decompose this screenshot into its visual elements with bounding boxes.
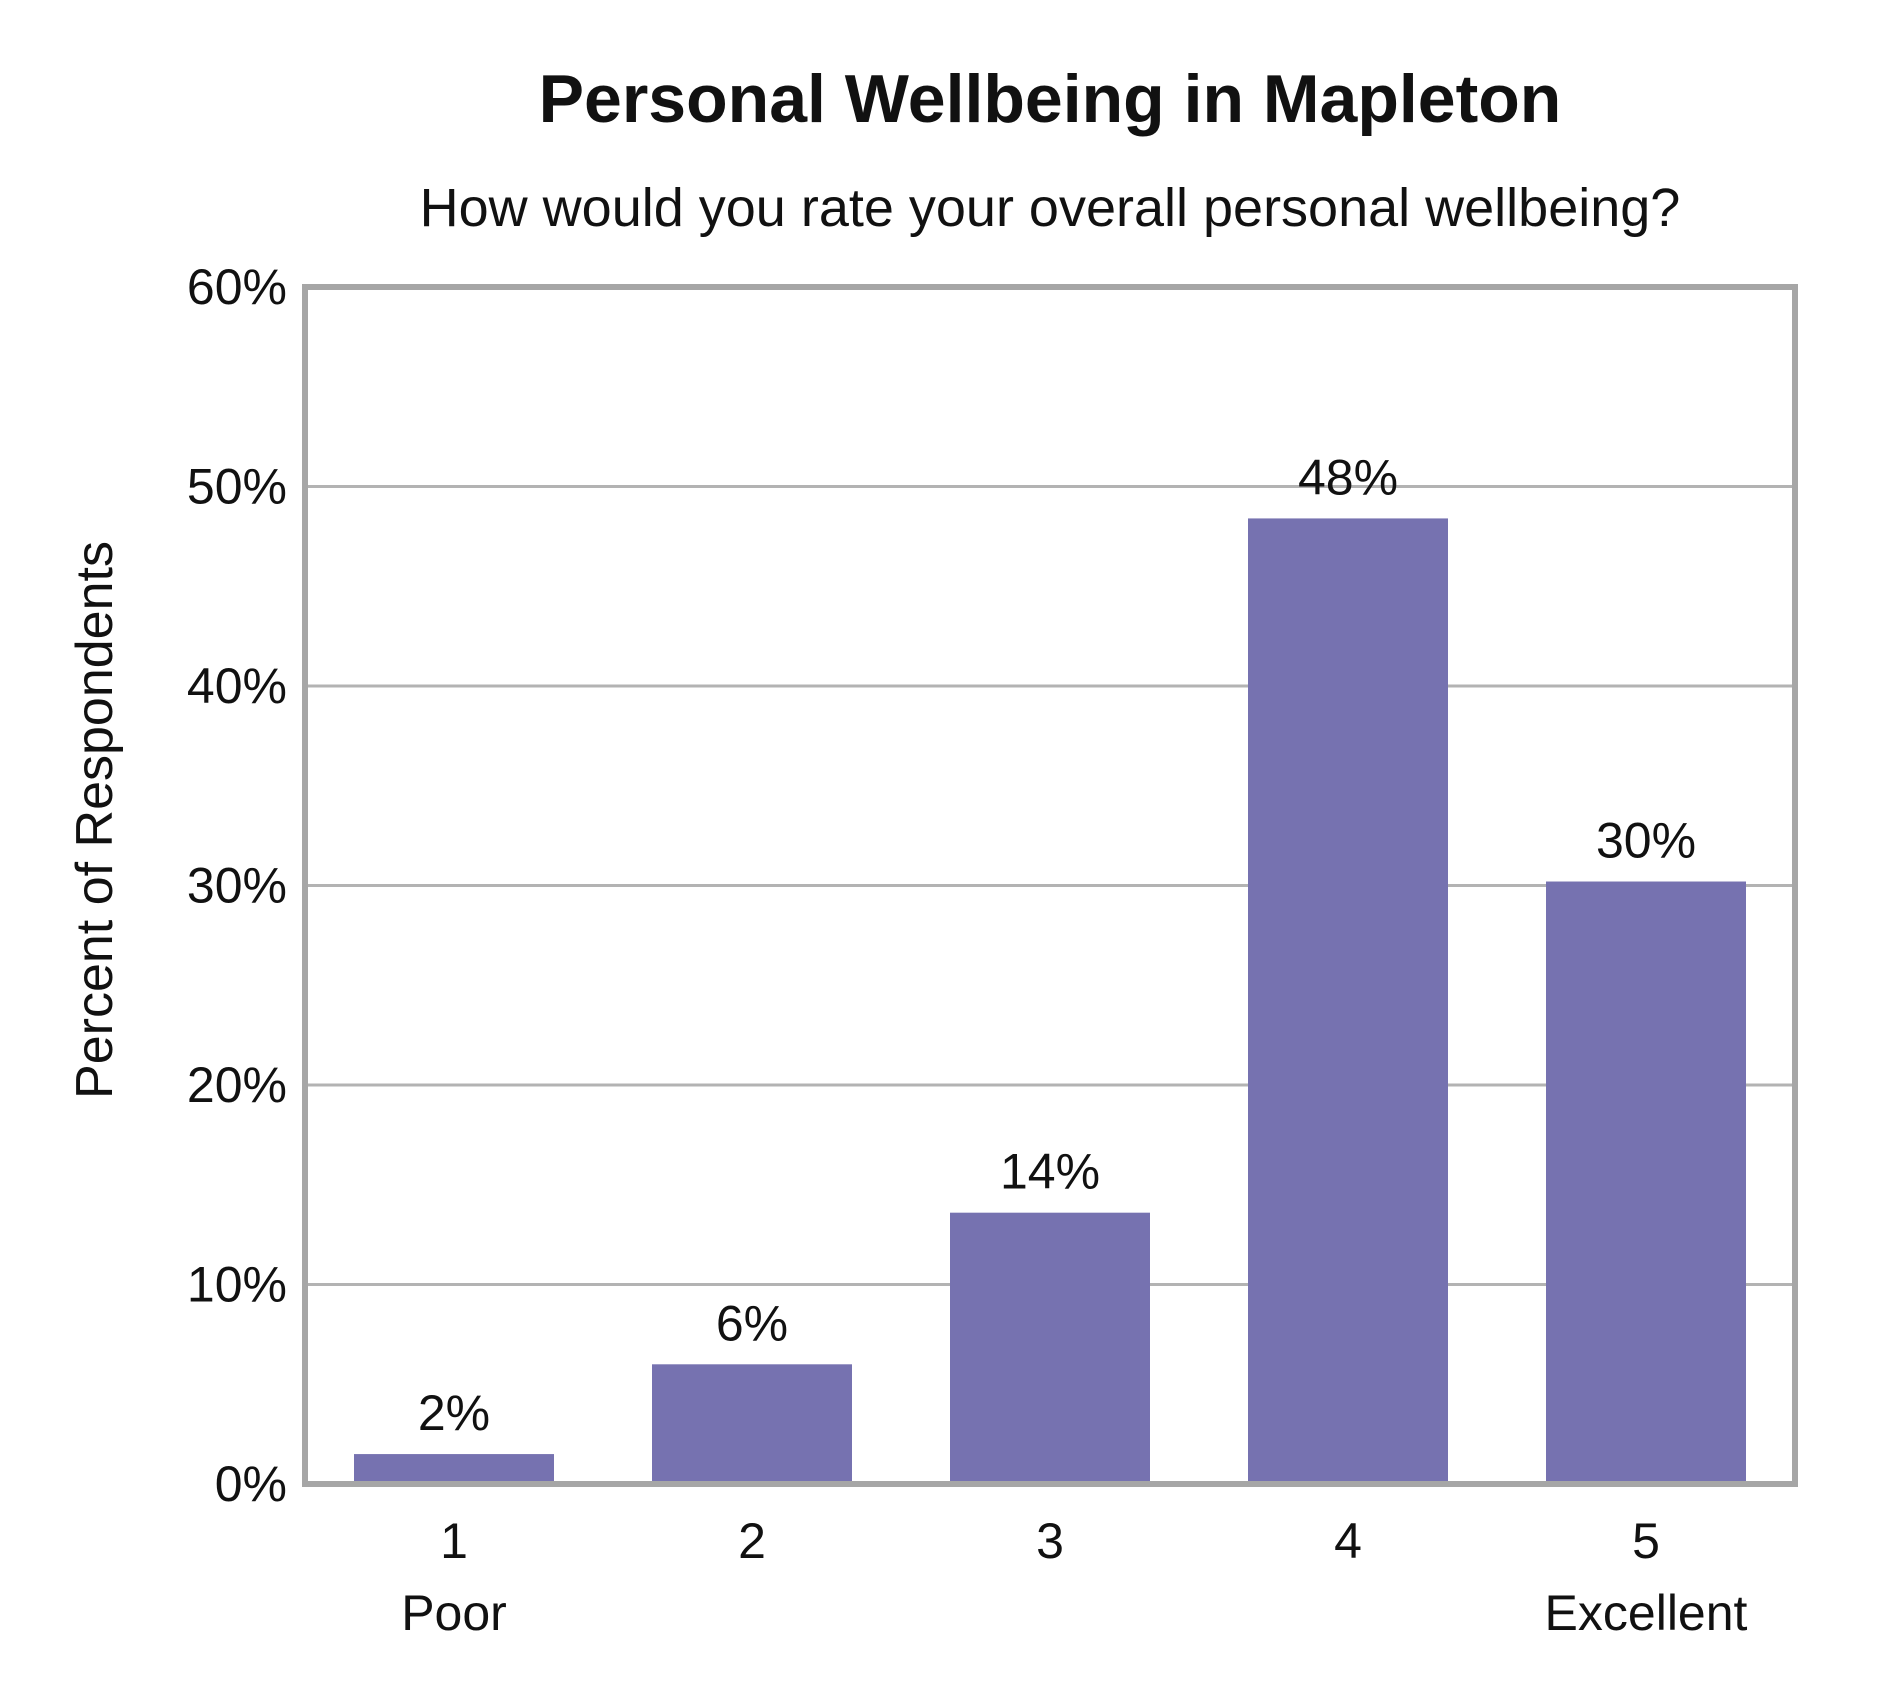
y-tick-label: 40% [187,658,287,714]
data-labels: 2% 6% 14% 48% 30% [418,449,1696,1441]
x-axis-ticks: 1 Poor 2 3 4 5 Excellent [401,1513,1747,1641]
x-tick-label: 2 [738,1513,766,1569]
bar [1248,518,1448,1484]
bar [652,1364,852,1484]
x-tick-sublabel: Poor [401,1585,507,1641]
data-label: 14% [1000,1144,1100,1200]
bars [354,518,1746,1484]
y-tick-label: 60% [187,259,287,315]
plot-border [302,284,1798,1487]
bar [950,1212,1150,1484]
y-axis-label: Percent of Respondents [66,541,124,1099]
x-tick-label: 1 [440,1513,468,1569]
x-tick-label: 4 [1334,1513,1362,1569]
y-axis-ticks: 0% 10% 20% 30% 40% 50% 60% [187,259,287,1512]
y-tick-label: 30% [187,858,287,914]
x-tick-label: 3 [1036,1513,1064,1569]
y-tick-label: 0% [215,1456,287,1512]
x-tick-sublabel: Excellent [1545,1585,1748,1641]
x-tick-label: 5 [1632,1513,1660,1569]
y-tick-label: 10% [187,1257,287,1313]
bar [1546,881,1746,1484]
y-tick-label: 20% [187,1057,287,1113]
data-label: 2% [418,1385,490,1441]
chart-title: Personal Wellbeing in Mapleton [539,61,1562,137]
plot-frame [302,284,1798,1487]
data-label: 6% [716,1295,788,1351]
y-tick-label: 50% [187,459,287,515]
bar [354,1454,554,1484]
data-label: 48% [1298,449,1398,505]
data-label: 30% [1596,813,1696,869]
chart-subtitle: How would you rate your overall personal… [420,178,1681,238]
